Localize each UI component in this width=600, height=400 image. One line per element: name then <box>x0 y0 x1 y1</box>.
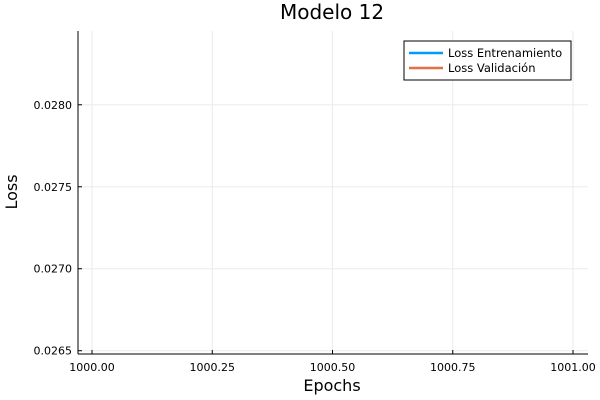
x-tick-label: 1000.75 <box>430 361 476 374</box>
y-tick-label: 0.0265 <box>34 345 73 358</box>
x-tick-label: 1000.25 <box>190 361 236 374</box>
legend-box <box>403 40 572 81</box>
y-axis-label: Loss <box>2 174 21 209</box>
x-axis-label: Epochs <box>303 376 360 395</box>
axis-ticks: 1000.00 1000.25 1000.50 1000.75 1001.00 0.026… <box>34 99 596 374</box>
legend: Loss Entrenamiento Loss Validación <box>403 40 572 81</box>
y-tick-label: 0.0270 <box>34 263 73 276</box>
x-tick-label: 1001.00 <box>550 361 596 374</box>
chart-title: Modelo 12 <box>280 0 384 24</box>
legend-label-training: Loss Entrenamiento <box>448 46 562 60</box>
y-tick-label: 0.0280 <box>34 99 73 112</box>
x-tick-label: 1000.50 <box>310 361 356 374</box>
y-tick-label: 0.0275 <box>34 181 73 194</box>
x-tick-label: 1000.00 <box>69 361 115 374</box>
legend-label-validation: Loss Validación <box>448 61 535 75</box>
